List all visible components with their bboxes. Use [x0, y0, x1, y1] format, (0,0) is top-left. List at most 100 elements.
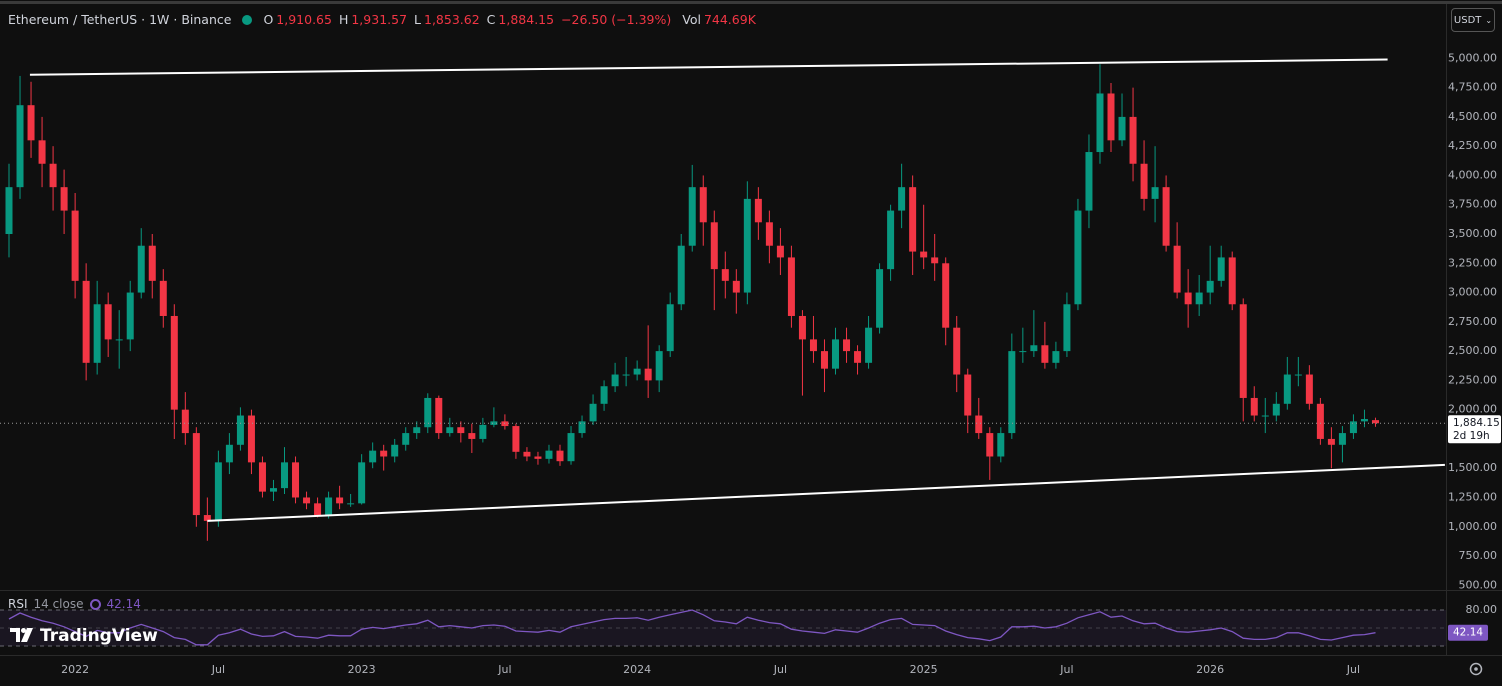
x-tick-label: 2022 — [61, 663, 89, 676]
candle-body — [435, 397, 443, 434]
settings-icon[interactable] — [1469, 662, 1483, 676]
candle-body — [490, 421, 498, 425]
candle-body — [887, 210, 895, 270]
volume-value: 744.69K — [703, 12, 756, 27]
candle-body — [413, 427, 421, 434]
candle-body — [1206, 280, 1214, 293]
candle-body — [181, 409, 189, 434]
candle-body — [633, 368, 641, 375]
x-tick-label: Jul — [1059, 663, 1073, 676]
candle-body — [820, 351, 828, 369]
candle-body — [765, 222, 773, 246]
y-tick-label: 2,000.00 — [1448, 403, 1497, 416]
candle-body — [876, 269, 884, 328]
candle-body — [214, 462, 222, 521]
rsi-header: RSI 14 close 42.14 — [8, 597, 141, 611]
candle-body — [688, 187, 696, 246]
candle-body — [909, 187, 917, 252]
y-tick-label: 1,500.00 — [1448, 461, 1497, 474]
candle-body — [611, 374, 619, 387]
rsi-value: 42.14 — [106, 597, 141, 611]
candle-body — [997, 433, 1005, 457]
candle-body — [1041, 345, 1049, 363]
candle-body — [1239, 304, 1247, 398]
candle-body — [1261, 415, 1269, 417]
candle-body — [843, 339, 851, 352]
chevron: ⌄ — [1485, 15, 1493, 25]
y-tick-label: 2,250.00 — [1448, 373, 1497, 386]
currency-button[interactable]: USDT ⌄ — [1451, 8, 1495, 32]
candle-body — [1052, 351, 1060, 363]
candle-body — [545, 450, 553, 459]
y-tick-label: 4,500.00 — [1448, 110, 1497, 123]
candle-body — [832, 339, 839, 369]
volume-key: Vol — [682, 12, 701, 27]
watermark-text: TradingView — [40, 626, 158, 646]
candle-body — [578, 421, 586, 434]
rsi-params: 14 close — [33, 597, 84, 611]
countdown: 2d 19h — [1453, 430, 1490, 442]
candle-body — [1195, 292, 1203, 305]
y-tick-label: 1,250.00 — [1448, 490, 1497, 503]
rsi-icon — [89, 598, 101, 610]
candle-body — [49, 163, 57, 188]
candle-body — [82, 280, 90, 363]
candle-body — [1096, 93, 1104, 153]
candle-body — [314, 503, 322, 516]
market-status — [242, 14, 253, 25]
y-tick-label: 500.00 — [1459, 578, 1498, 591]
candle-body — [258, 462, 266, 492]
candle-body — [325, 497, 333, 516]
candle-body — [523, 451, 531, 457]
candle-body — [457, 427, 465, 434]
candle-body — [1063, 304, 1071, 352]
candle-body — [1250, 397, 1258, 416]
symbol-header: Ethereum / TetherUS · 1W · Binance O 1,91… — [8, 12, 760, 27]
candle-body — [1217, 257, 1225, 281]
candle-body — [920, 251, 928, 258]
y-tick-label: 2,500.00 — [1448, 344, 1497, 357]
x-tick-label: Jul — [211, 663, 225, 676]
candle-body — [347, 503, 355, 505]
candle-body — [534, 456, 542, 459]
candle-body — [126, 292, 134, 340]
candle-body — [931, 257, 939, 264]
candle-body — [402, 433, 410, 445]
candle-body — [148, 245, 156, 281]
candle-body — [170, 315, 178, 410]
watermark: TradingView — [10, 626, 158, 646]
ohlc-key: O — [263, 12, 274, 27]
ohlc-value: 1,884.15 — [498, 12, 555, 27]
ohlc-key: H — [338, 12, 349, 27]
candle-body — [1107, 93, 1115, 141]
ohlc-value: 1,931.57 — [351, 12, 408, 27]
candle-body — [644, 368, 652, 381]
trendline — [29, 58, 1388, 76]
y-tick-label: 750.00 — [1459, 549, 1498, 562]
candle-body — [1228, 257, 1236, 305]
y-tick-label: 3,000.00 — [1448, 286, 1497, 299]
logo-shape — [10, 628, 20, 642]
y-tick-label: 4,750.00 — [1448, 81, 1497, 94]
rsi-value-box — [1448, 624, 1488, 641]
candle-body — [854, 351, 862, 363]
ohlc-key: C — [486, 12, 496, 27]
candle-body — [159, 280, 167, 316]
candle-body — [1283, 374, 1291, 404]
y-tick-label: 3,750.00 — [1448, 198, 1497, 211]
candle-body — [512, 426, 520, 452]
y-tick-label: 5,000.00 — [1448, 51, 1497, 64]
candle-body — [468, 433, 476, 439]
candle-body — [589, 403, 597, 422]
candle-body — [60, 187, 68, 211]
x-tick-label: Jul — [773, 663, 787, 676]
candle-body — [391, 444, 399, 457]
candle-body — [446, 427, 454, 434]
x-tick-label: 2025 — [910, 663, 938, 676]
x-tick-label: Jul — [1346, 663, 1360, 676]
candle-body — [798, 315, 806, 340]
candle-body — [1118, 116, 1126, 141]
candle-body — [743, 198, 751, 293]
candle-body — [104, 304, 112, 340]
